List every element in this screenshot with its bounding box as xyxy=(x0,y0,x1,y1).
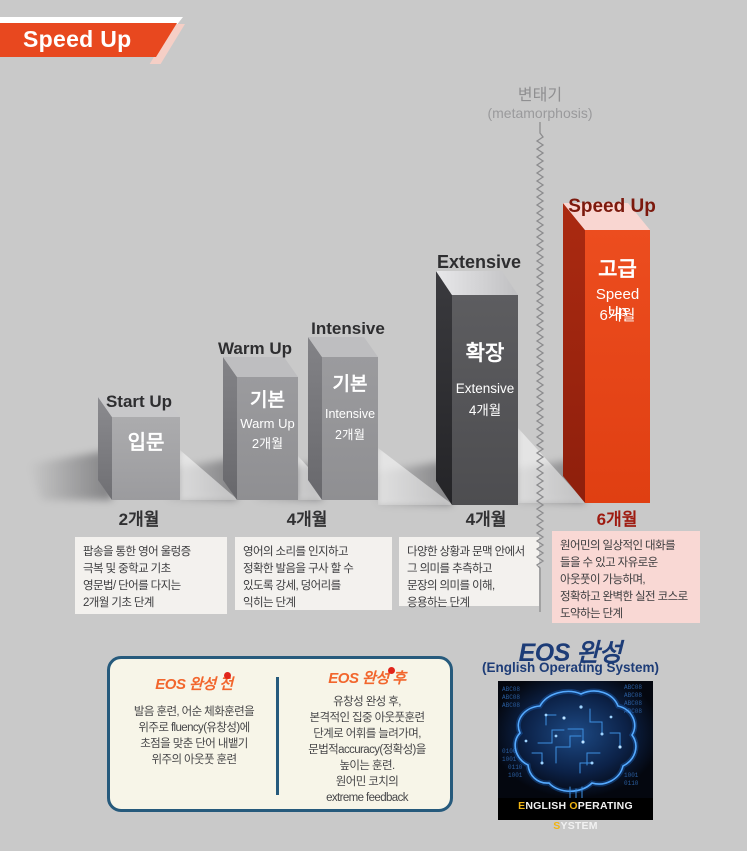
pillar-title-intensive: Intensive xyxy=(311,319,385,338)
banner-top-white-stripe xyxy=(0,17,183,24)
metamorphosis-label: 변태기 (metamorphosis) xyxy=(440,86,640,122)
svg-text:ABC08: ABC08 xyxy=(624,708,642,715)
banner-label: Speed Up xyxy=(23,26,132,52)
caption-initial: O xyxy=(569,800,578,812)
pillar-top-face xyxy=(98,397,180,417)
description-speed-up: 원어민의 일상적인 대화를 들을 수 있고 자유로운 아웃풋이 가능하며, 정확하고 … xyxy=(552,531,700,623)
pillar-intensive: 기본 Intensive 2개월 xyxy=(308,337,378,500)
pillar-title-start-up: Start Up xyxy=(105,392,173,411)
caption-initial: E xyxy=(518,800,526,812)
pillar-title-speed-up: Speed Up xyxy=(568,196,656,217)
svg-text:ABC08: ABC08 xyxy=(502,686,520,693)
svg-text:0100: 0100 xyxy=(502,748,517,755)
svg-text:1001: 1001 xyxy=(502,756,517,763)
duration-label: 4개월 xyxy=(286,510,328,529)
svg-text:ABC08: ABC08 xyxy=(502,702,520,709)
duration-label: 6개월 xyxy=(596,510,638,529)
svg-text:1001: 1001 xyxy=(508,772,523,779)
pillar-front-face: 확장 Extensive 4개월 xyxy=(452,295,518,505)
eos-before-heading: EOS 완성 전 xyxy=(155,676,233,693)
pillar-front-face: 기본 Intensive 2개월 xyxy=(322,357,378,500)
svg-text:ABC08: ABC08 xyxy=(624,684,642,691)
pillar-top-face xyxy=(436,271,518,295)
svg-text:ABC08: ABC08 xyxy=(624,692,642,699)
pillar-sub-label: 2개월 xyxy=(251,436,284,451)
svg-text:0110: 0110 xyxy=(624,780,639,787)
pillar-front-face: 입문 xyxy=(112,417,180,500)
pillar-stage-label: 기본 xyxy=(332,374,368,395)
red-dot-accent xyxy=(224,672,231,679)
metamorphosis-korean: 변태기 xyxy=(517,87,563,104)
pillar-stage-label: 고급 xyxy=(598,258,637,281)
caption-initial: S xyxy=(553,820,561,832)
pillar-title-warm-up: Warm Up xyxy=(218,339,292,358)
description-extensive: 다양한 상황과 문맥 안에서 그 의미를 추측하고 문장의 의미를 이해, 응용하는 … xyxy=(399,537,539,609)
eos-after-heading: EOS 완성 후 xyxy=(328,670,406,687)
pillar-front-face: 고급 Speed Up 6개월 xyxy=(585,230,650,503)
pillar-top-face xyxy=(223,357,298,377)
pillar-stage-label: 기본 xyxy=(250,390,285,411)
pillar-start-up: 입문 xyxy=(98,397,180,500)
pillar-title-extensive: Extensive xyxy=(436,252,522,272)
description-start-up: 팝송을 통한 영어 울렁증 극복 및 중학교 기초 영문법/ 단어를 다지는 2개월 … xyxy=(75,537,227,614)
metamorphosis-english: (metamorphosis) xyxy=(487,105,593,122)
pillar-top-face xyxy=(308,337,378,357)
pillar-sub-label: Warm Up xyxy=(240,416,295,431)
svg-text:ABC08: ABC08 xyxy=(624,700,642,707)
pillar-sub-label: Speed Up xyxy=(595,286,640,320)
svg-text:1001: 1001 xyxy=(624,772,639,779)
pillar-sub-label: Extensive xyxy=(455,381,515,396)
pillar-side-face xyxy=(436,271,452,505)
description-warm-up: 영어의 소리를 인지하고 정확한 발음을 구사 할 수 있도록 강세, 덩어리를 익히… xyxy=(235,537,392,610)
pillar-side-face xyxy=(223,357,237,500)
duration-label: 2개월 xyxy=(118,510,160,529)
box-divider xyxy=(276,677,279,795)
eos-after-column: EOS 완성 후 유창성 완성 후, 본격적인 집중 아웃풋훈련 단계로 어휘를 늘… xyxy=(288,667,446,806)
pillar-side-face xyxy=(563,203,585,503)
eos-before-body: 발음 훈련, 어순 체화훈련을 위주로 fluency(유창성)에 초점을 맞춘 단… xyxy=(133,706,255,766)
brain-caption: ENGLISH OPERATING SYSTEM xyxy=(518,800,633,832)
eos-before-after-box: EOS 완성 전 발음 훈련, 어순 체화훈련을 위주로 fluency(유창성)… xyxy=(107,656,453,812)
pillar-speed-up: 고급 Speed Up 6개월 xyxy=(563,203,650,503)
eos-before-column: EOS 완성 전 발음 훈련, 어순 체화훈련을 위주로 fluency(유창성)… xyxy=(118,673,270,768)
pillar-extensive: 확장 Extensive 4개월 xyxy=(436,271,518,505)
pillar-warm-up: 기본 Warm Up 2개월 xyxy=(223,357,298,500)
pillar-sub-label: 6개월 xyxy=(599,307,636,324)
pillar-stage-label: 확장 xyxy=(465,342,505,365)
pillar-front-face: 기본 Warm Up 2개월 xyxy=(237,377,298,500)
svg-text:0110: 0110 xyxy=(508,764,523,771)
pillar-stage-label: 입문 xyxy=(127,432,165,454)
eos-title: EOS 완성 xyxy=(518,639,622,667)
red-dot-accent xyxy=(388,667,395,674)
speed-up-banner: Speed Up xyxy=(0,23,177,57)
duration-label: 4개월 xyxy=(465,510,507,529)
eos-after-body: 유창성 완성 후, 본격적인 집중 아웃풋훈련 단계로 어휘를 늘려가며, 문법적ac… xyxy=(308,696,426,804)
eos-subtitle: (English Operating System) xyxy=(481,660,660,675)
svg-text:ABC08: ABC08 xyxy=(502,694,520,701)
pillar-sub-label: 2개월 xyxy=(335,428,365,442)
brain-circuit-image: ABC08 ABC08 ABC08 ABC08 ABC08 ABC08 ABC08 010… xyxy=(498,681,653,820)
pillar-sub-label: 4개월 xyxy=(468,403,502,418)
pillar-side-face xyxy=(308,337,322,500)
pillar-sub-label: Intensive xyxy=(324,407,376,421)
pillar-side-face xyxy=(98,397,112,500)
